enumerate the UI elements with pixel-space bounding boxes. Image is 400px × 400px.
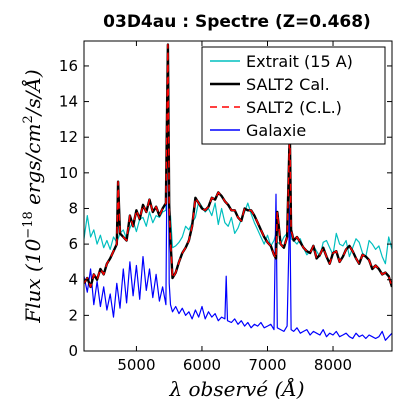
y-tick-label: 12 xyxy=(59,128,78,146)
y-tick-label: 2 xyxy=(68,306,78,324)
legend-label: Extrait (15 A) xyxy=(246,52,353,71)
y-label-part-2: ergs/cm xyxy=(21,124,45,212)
series-line-galaxie xyxy=(84,47,392,341)
series-line-salt2-c-l xyxy=(84,43,392,288)
x-tick-label: 5000 xyxy=(117,356,155,374)
y-tick-label: 10 xyxy=(59,164,78,182)
legend-label: SALT2 (C.L.) xyxy=(246,98,342,117)
chart-title: 03D4au : Spectre (Z=0.468) xyxy=(103,12,371,32)
y-tick-label: 14 xyxy=(59,93,78,111)
legend-label: Galaxie xyxy=(246,121,306,140)
x-tick-label: 6000 xyxy=(183,356,221,374)
y-tick-label: 0 xyxy=(68,342,78,360)
y-tick-label: 8 xyxy=(68,199,78,217)
y-label-part-1: Flux (10 xyxy=(21,238,45,323)
x-axis-label: λ observé (Å) xyxy=(168,376,304,400)
x-tick-label: 7000 xyxy=(248,356,286,374)
plot-frame xyxy=(83,40,393,352)
x-tick-label: 8000 xyxy=(314,356,352,374)
y-tick-label: 16 xyxy=(59,57,78,75)
legend-box xyxy=(201,46,386,145)
y-tick-label: 4 xyxy=(68,271,78,289)
y-label-exponent-2: 2 xyxy=(21,115,36,123)
y-label-part-3: /s/Å) xyxy=(20,69,45,117)
legend-label: SALT2 Cal. xyxy=(246,75,330,94)
y-axis-ticks: 0 2 4 6 8 10 12 14 16 xyxy=(59,57,392,360)
legend: Extrait (15 A) SALT2 Cal. SALT2 (C.L.) Gala… xyxy=(201,46,386,145)
y-tick-label: 6 xyxy=(68,235,78,253)
plot-area xyxy=(84,43,392,341)
y-label-exponent: −18 xyxy=(21,211,36,238)
x-axis-ticks: 5000 6000 7000 8000 xyxy=(117,41,352,374)
series-line-extrait-15-a xyxy=(84,56,392,265)
y-axis-label: Flux (10−18 ergs/cm2/s/Å) xyxy=(20,69,45,324)
